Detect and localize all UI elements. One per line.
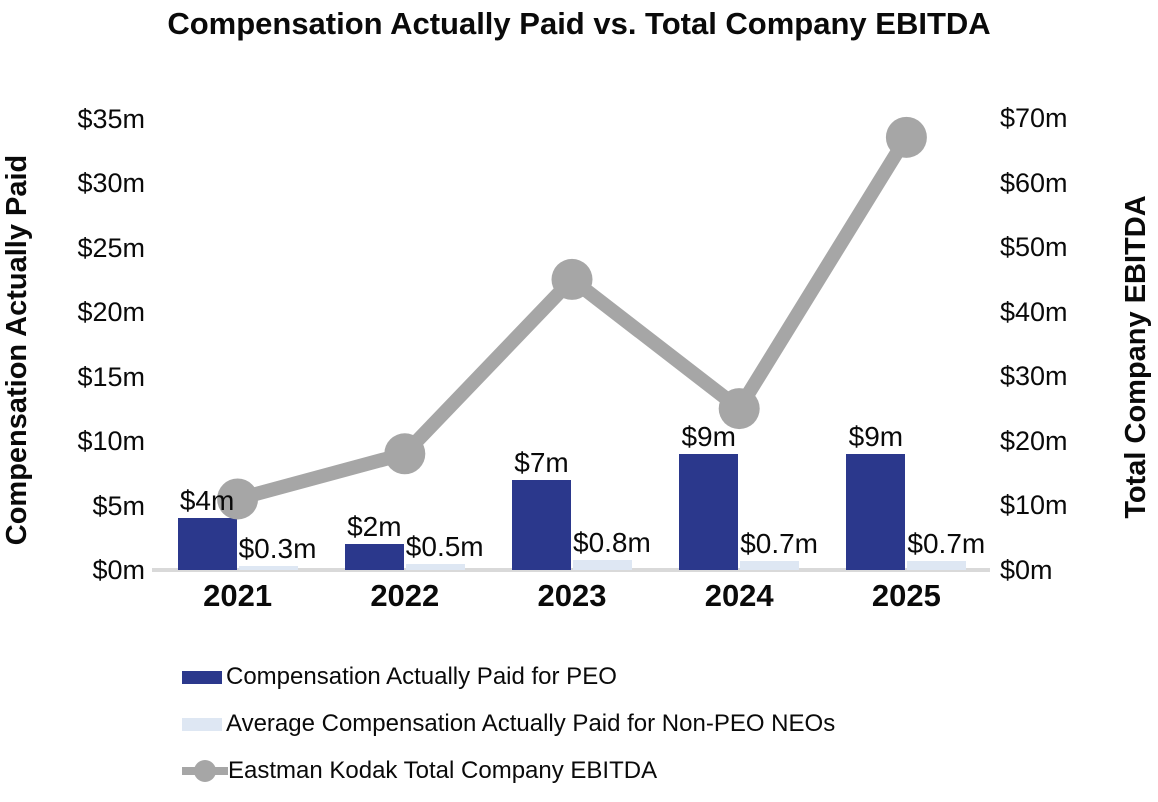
legend-item-ebitda: Eastman Kodak Total Company EBITDA <box>182 757 835 785</box>
y-tick-right: $60m <box>1000 167 1068 198</box>
bar-value-label-peo: $9m <box>681 421 736 453</box>
bar-value-label-non-peo: $0.7m <box>740 527 819 559</box>
bar-non-peo-2021 <box>238 566 298 570</box>
bar-non-peo-2023 <box>573 559 632 570</box>
bar-non-peo-2024 <box>740 560 800 570</box>
bar-value-label-peo: $2m <box>347 511 402 543</box>
y-tick-left: $35m <box>77 104 145 134</box>
bar-value-label-non-peo: $0.7m <box>907 527 986 559</box>
bar-non-peo-2022 <box>405 563 465 570</box>
y-tick-left: $0m <box>92 555 145 585</box>
bar-value-label-peo: $9m <box>848 421 904 453</box>
y-tick-left: $20m <box>77 297 145 328</box>
bar-peo-2022 <box>344 544 404 570</box>
x-tick-2023: 2023 <box>537 578 607 613</box>
ebitda-line-marker-icon <box>194 760 216 782</box>
y-tick-left: $5m <box>92 490 145 521</box>
ebitda-line-swatch <box>182 759 228 783</box>
y-tick-right: $40m <box>1000 296 1068 327</box>
y-tick-right: $0m <box>1000 555 1053 585</box>
bar-value-label-non-peo: $0.8m <box>573 526 651 558</box>
y-tick-right: $20m <box>1000 425 1068 456</box>
legend-label-peo: Compensation Actually Paid for PEO <box>226 663 617 690</box>
legend-label-non-peo: Average Compensation Actually Paid for N… <box>226 710 836 737</box>
legend-label-ebitda: Eastman Kodak Total Company EBITDA <box>228 757 658 784</box>
legend-item-peo: Compensation Actually Paid for PEO <box>182 663 835 691</box>
bar-value-label-non-peo: $0.3m <box>238 533 317 565</box>
y-tick-right: $70m <box>1000 103 1068 133</box>
y-tick-right: $50m <box>1000 232 1068 263</box>
y-tick-right: $10m <box>1000 490 1068 521</box>
y-tick-left: $30m <box>77 168 145 199</box>
x-axis-line <box>152 568 990 572</box>
x-tick-2024: 2024 <box>704 578 774 613</box>
x-tick-2022: 2022 <box>370 578 440 613</box>
y-tick-left: $25m <box>77 232 145 263</box>
peo-bar-swatch <box>182 670 222 684</box>
bar-peo-2021 <box>177 518 237 570</box>
bar-value-label-peo: $4m <box>179 485 235 517</box>
bar-value-label-non-peo: $0.5m <box>405 530 484 562</box>
x-tick-2025: 2025 <box>871 578 941 613</box>
y-tick-right: $30m <box>1000 361 1068 392</box>
bar-non-peo-2025 <box>907 560 967 570</box>
chart-title: Compensation Actually Paid vs. Total Com… <box>167 6 991 41</box>
y-tick-left: $10m <box>77 426 145 457</box>
non-peo-bar-swatch <box>182 717 222 731</box>
y-tick-left: $15m <box>77 361 145 392</box>
bar-value-label-peo: $7m <box>514 446 569 478</box>
legend-item-non-peo: Average Compensation Actually Paid for N… <box>182 710 835 738</box>
legend: Compensation Actually Paid for PEO Avera… <box>182 663 835 802</box>
x-tick-2021: 2021 <box>203 578 273 613</box>
